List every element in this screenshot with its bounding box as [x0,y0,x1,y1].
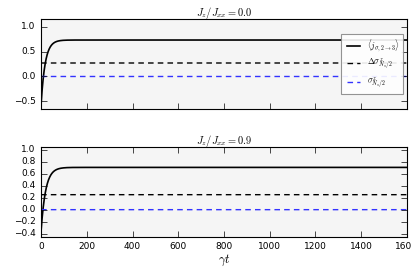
$\sigma^z_{N_s/2}$ [310,75,315,78]
$\sigma^z_{N_s/2}$ [329,75,334,78]
$\sigma^z_{N_s/2}$ [255,75,260,78]
Title: $J_z/J_{xx} = 0.9$: $J_z/J_{xx} = 0.9$ [196,133,252,149]
$\Delta\sigma^z_{N_s/2}$ [329,61,334,65]
$\sigma^z_{N_s/2}$ [171,75,176,78]
$\Delta\sigma^z_{N_s/2}$ [404,61,409,65]
$\langle j_{\sigma,2\to3}\rangle$ [39,102,44,106]
$\Delta\sigma^z_{N_s/2}$ [39,61,44,65]
$\Delta\sigma^z_{N_s/2}$ [171,61,176,65]
$\langle j_{\sigma,2\to3}\rangle$ [329,38,334,42]
$\langle j_{\sigma,2\to3}\rangle$ [171,38,176,42]
$\langle j_{\sigma,2\to3}\rangle$ [57,39,62,42]
Legend: $\langle j_{\sigma,2\to3}\rangle$, $\Delta\sigma^z_{N_s/2}$, $\sigma^z_{N_s/2}$: $\langle j_{\sigma,2\to3}\rangle$, $\Del… [341,34,403,94]
$\langle j_{\sigma,2\to3}\rangle$ [404,38,409,42]
$\sigma^z_{N_s/2}$ [57,75,62,78]
$\sigma^z_{N_s/2}$ [271,75,276,78]
$\langle j_{\sigma,2\to3}\rangle$ [310,38,315,42]
$\Delta\sigma^z_{N_s/2}$ [310,61,315,65]
$\sigma^z_{N_s/2}$ [39,75,44,78]
$\sigma^z_{N_s/2}$ [404,75,409,78]
X-axis label: $\gamma t$: $\gamma t$ [218,253,230,268]
Line: $\langle j_{\sigma,2\to3}\rangle$: $\langle j_{\sigma,2\to3}\rangle$ [41,40,407,104]
$\Delta\sigma^z_{N_s/2}$ [271,61,276,65]
$\Delta\sigma^z_{N_s/2}$ [57,61,62,65]
$\langle j_{\sigma,2\to3}\rangle$ [255,38,260,42]
$\langle j_{\sigma,2\to3}\rangle$ [271,38,276,42]
$\Delta\sigma^z_{N_s/2}$ [255,61,260,65]
$\langle j_{\sigma,2\to3}\rangle$ [194,38,199,42]
Title: $J_z/J_{xx} = 0.0$: $J_z/J_{xx} = 0.0$ [196,5,252,21]
